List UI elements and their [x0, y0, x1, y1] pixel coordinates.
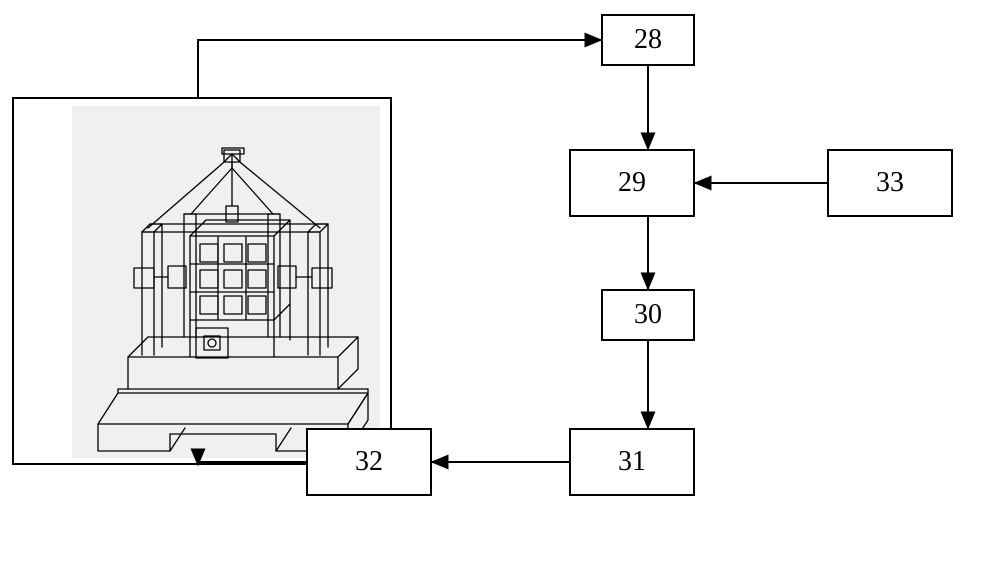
node-28-label: 28: [634, 26, 662, 54]
node-29: 29: [569, 149, 695, 217]
node-31: 31: [569, 428, 695, 496]
node-29-label: 29: [618, 169, 646, 197]
edge-illustration-to-b28: [198, 40, 601, 97]
node-32-label: 32: [355, 448, 383, 476]
node-32: 32: [306, 428, 432, 496]
node-30-label: 30: [634, 301, 662, 329]
node-28: 28: [601, 14, 695, 66]
node-30: 30: [601, 289, 695, 341]
node-31-label: 31: [618, 448, 646, 476]
node-33-label: 33: [876, 169, 904, 197]
node-33: 33: [827, 149, 953, 217]
machine-illustration: [72, 106, 380, 458]
